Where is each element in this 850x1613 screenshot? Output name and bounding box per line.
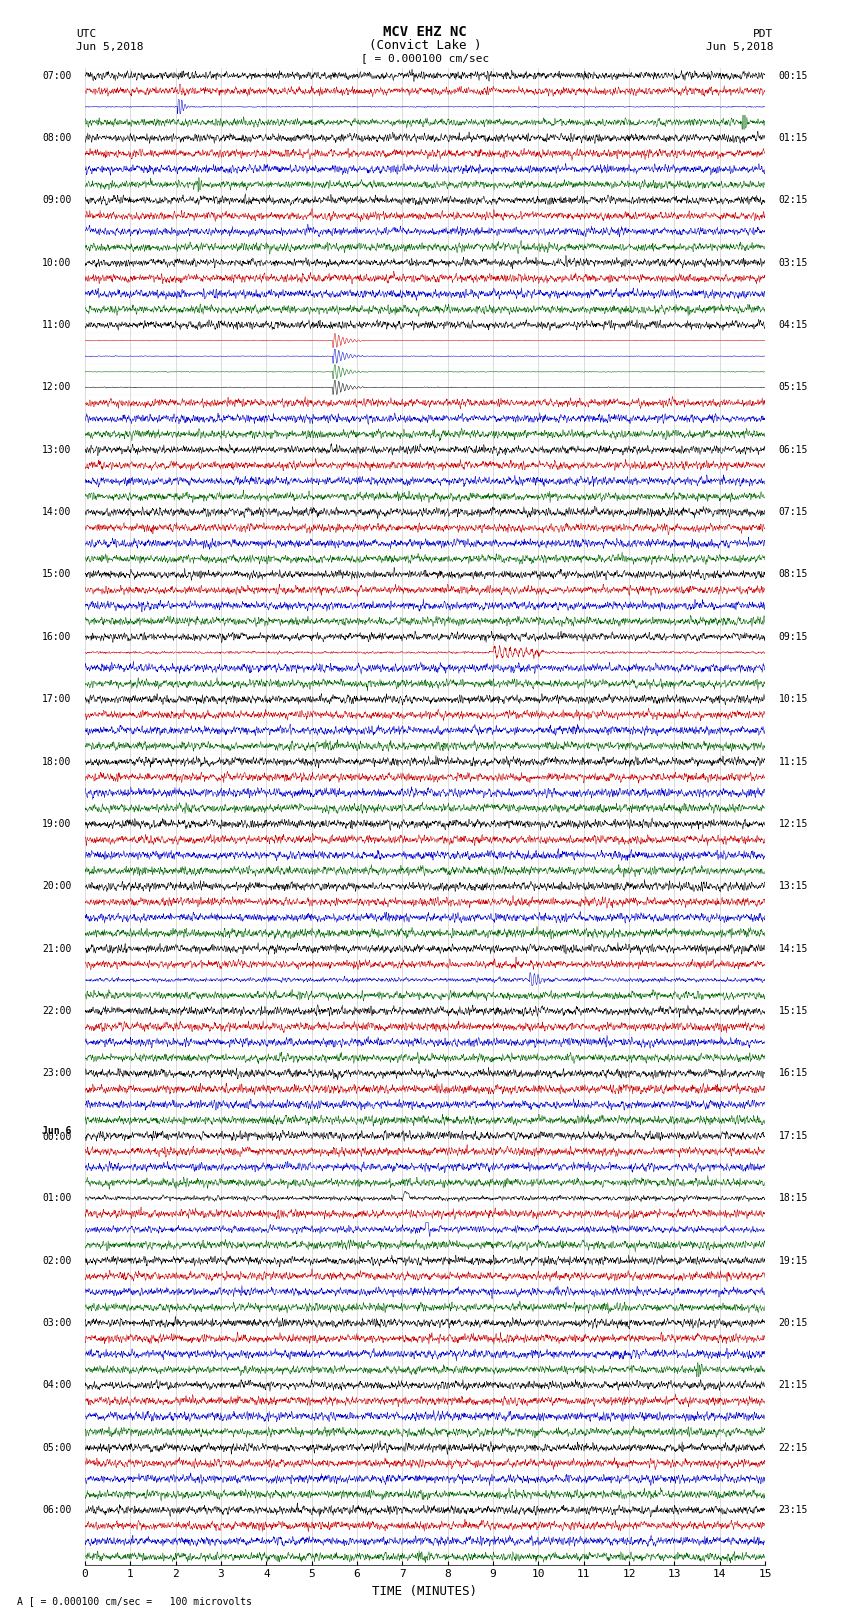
Text: 21:00: 21:00 [42,944,71,953]
Text: 02:15: 02:15 [779,195,808,205]
Text: 08:00: 08:00 [42,132,71,144]
Text: 17:15: 17:15 [779,1131,808,1140]
Text: 19:00: 19:00 [42,819,71,829]
Text: 21:15: 21:15 [779,1381,808,1390]
Text: 04:15: 04:15 [779,319,808,331]
Text: Jun 5,2018: Jun 5,2018 [76,42,144,52]
Text: 05:00: 05:00 [42,1442,71,1453]
Text: 02:00: 02:00 [42,1255,71,1266]
Text: 06:15: 06:15 [779,445,808,455]
Text: 00:15: 00:15 [779,71,808,81]
Text: MCV EHZ NC: MCV EHZ NC [383,24,467,39]
Text: 14:15: 14:15 [779,944,808,953]
Text: 13:15: 13:15 [779,881,808,892]
Text: 18:15: 18:15 [779,1194,808,1203]
Text: 03:00: 03:00 [42,1318,71,1327]
X-axis label: TIME (MINUTES): TIME (MINUTES) [372,1586,478,1598]
Text: A [ = 0.000100 cm/sec =   100 microvolts: A [ = 0.000100 cm/sec = 100 microvolts [17,1597,252,1607]
Text: 20:15: 20:15 [779,1318,808,1327]
Text: 09:00: 09:00 [42,195,71,205]
Text: 07:15: 07:15 [779,506,808,518]
Text: 16:15: 16:15 [779,1068,808,1079]
Text: 16:00: 16:00 [42,632,71,642]
Text: 04:00: 04:00 [42,1381,71,1390]
Text: 07:00: 07:00 [42,71,71,81]
Text: UTC: UTC [76,29,97,39]
Text: 10:15: 10:15 [779,694,808,705]
Text: 22:15: 22:15 [779,1442,808,1453]
Text: 11:00: 11:00 [42,319,71,331]
Text: 23:00: 23:00 [42,1068,71,1079]
Text: 01:00: 01:00 [42,1194,71,1203]
Text: (Convict Lake ): (Convict Lake ) [369,39,481,52]
Text: 06:00: 06:00 [42,1505,71,1515]
Text: 00:00: 00:00 [42,1132,71,1142]
Text: 11:15: 11:15 [779,756,808,766]
Text: 14:00: 14:00 [42,506,71,518]
Text: [ = 0.000100 cm/sec: [ = 0.000100 cm/sec [361,53,489,63]
Text: 10:00: 10:00 [42,258,71,268]
Text: 13:00: 13:00 [42,445,71,455]
Text: 15:15: 15:15 [779,1007,808,1016]
Text: 18:00: 18:00 [42,756,71,766]
Text: 23:15: 23:15 [779,1505,808,1515]
Text: 22:00: 22:00 [42,1007,71,1016]
Text: PDT: PDT [753,29,774,39]
Text: 12:15: 12:15 [779,819,808,829]
Text: 01:15: 01:15 [779,132,808,144]
Text: Jun 5,2018: Jun 5,2018 [706,42,774,52]
Text: 05:15: 05:15 [779,382,808,392]
Text: 20:00: 20:00 [42,881,71,892]
Text: 03:15: 03:15 [779,258,808,268]
Text: 17:00: 17:00 [42,694,71,705]
Text: 15:00: 15:00 [42,569,71,579]
Text: 12:00: 12:00 [42,382,71,392]
Text: Jun 6: Jun 6 [42,1126,71,1136]
Text: 19:15: 19:15 [779,1255,808,1266]
Text: 09:15: 09:15 [779,632,808,642]
Text: 08:15: 08:15 [779,569,808,579]
